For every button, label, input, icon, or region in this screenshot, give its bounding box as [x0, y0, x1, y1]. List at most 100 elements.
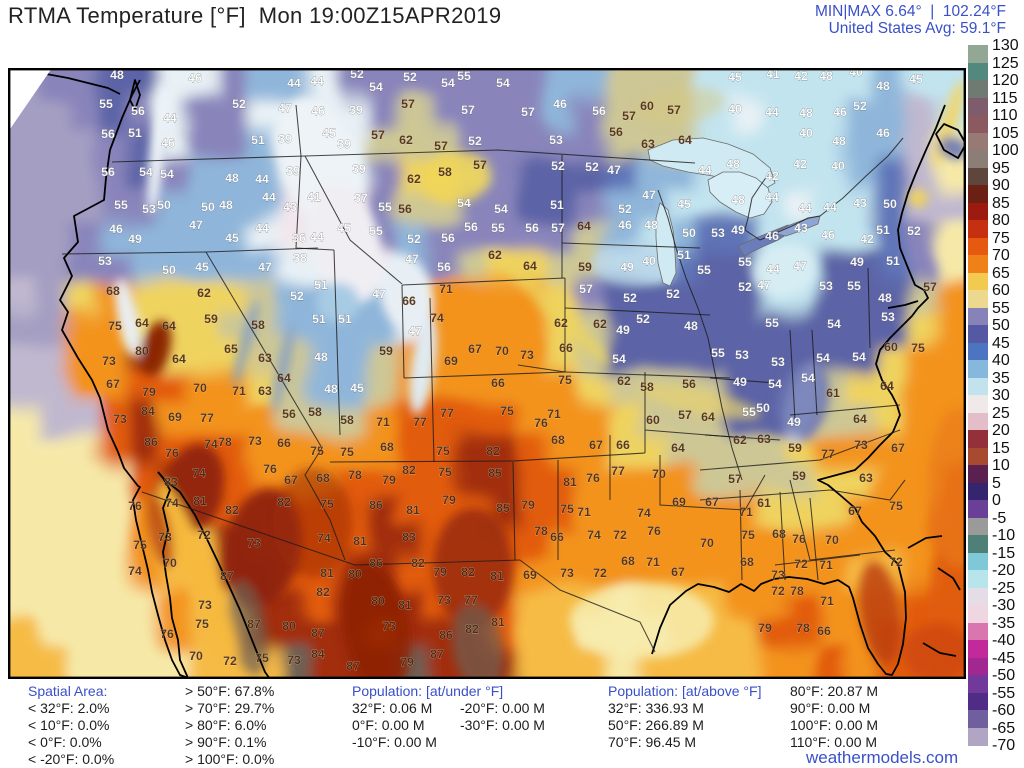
svg-text:75: 75 — [558, 373, 572, 387]
svg-text:71: 71 — [232, 384, 246, 398]
svg-text:48: 48 — [219, 198, 233, 212]
svg-text:82: 82 — [277, 495, 291, 509]
svg-text:56: 56 — [437, 260, 451, 274]
svg-text:74: 74 — [165, 496, 179, 510]
svg-text:78: 78 — [790, 584, 804, 598]
svg-text:87: 87 — [346, 659, 360, 673]
svg-text:64: 64 — [172, 352, 186, 366]
svg-text:56: 56 — [441, 231, 455, 245]
svg-text:48: 48 — [819, 69, 833, 83]
svg-text:54: 54 — [457, 196, 471, 210]
svg-text:55: 55 — [99, 97, 113, 111]
svg-text:73: 73 — [247, 536, 261, 550]
svg-text:78: 78 — [218, 435, 232, 449]
svg-text:74: 74 — [587, 528, 601, 542]
svg-text:81: 81 — [320, 566, 334, 580]
svg-text:47: 47 — [757, 278, 771, 292]
svg-text:67: 67 — [284, 473, 298, 487]
svg-text:81: 81 — [193, 494, 207, 508]
svg-text:82: 82 — [402, 463, 416, 477]
svg-text:48: 48 — [225, 171, 239, 185]
svg-text:82: 82 — [486, 444, 500, 458]
svg-text:77: 77 — [200, 411, 214, 425]
svg-text:75: 75 — [108, 319, 122, 333]
svg-text:79: 79 — [142, 385, 156, 399]
svg-text:53: 53 — [881, 310, 895, 324]
svg-text:62: 62 — [733, 433, 747, 447]
svg-text:68: 68 — [316, 471, 330, 485]
svg-text:58: 58 — [438, 165, 452, 179]
svg-text:55: 55 — [847, 279, 861, 293]
svg-text:47: 47 — [793, 259, 807, 273]
svg-text:64: 64 — [277, 371, 291, 385]
svg-text:59: 59 — [379, 344, 393, 358]
svg-text:66: 66 — [817, 624, 831, 638]
svg-text:72: 72 — [613, 528, 627, 542]
svg-text:48: 48 — [726, 157, 740, 171]
svg-text:55: 55 — [738, 255, 752, 269]
svg-text:56: 56 — [398, 202, 412, 216]
svg-text:50: 50 — [883, 197, 897, 211]
svg-text:39: 39 — [278, 132, 292, 146]
svg-text:73: 73 — [158, 530, 172, 544]
svg-text:56: 56 — [101, 165, 115, 179]
svg-text:81: 81 — [490, 569, 504, 583]
svg-text:52: 52 — [666, 287, 680, 301]
svg-text:58: 58 — [308, 405, 322, 419]
svg-text:75: 75 — [320, 497, 334, 511]
svg-text:52: 52 — [232, 97, 246, 111]
svg-text:81: 81 — [406, 503, 420, 517]
svg-text:75: 75 — [889, 499, 903, 513]
svg-text:51: 51 — [677, 248, 691, 262]
svg-text:40: 40 — [831, 159, 845, 173]
svg-text:75: 75 — [500, 404, 514, 418]
svg-text:77: 77 — [611, 464, 625, 478]
svg-text:57: 57 — [728, 472, 742, 486]
svg-text:59: 59 — [204, 312, 218, 326]
svg-text:53: 53 — [771, 355, 785, 369]
svg-text:47: 47 — [278, 101, 292, 115]
svg-text:71: 71 — [646, 555, 660, 569]
svg-text:62: 62 — [617, 374, 631, 388]
svg-text:67: 67 — [671, 565, 685, 579]
svg-text:64: 64 — [162, 319, 176, 333]
svg-text:66: 66 — [491, 376, 505, 390]
svg-text:79: 79 — [400, 655, 414, 669]
svg-text:75: 75 — [195, 617, 209, 631]
svg-text:87: 87 — [220, 569, 234, 583]
svg-text:86: 86 — [144, 435, 158, 449]
svg-text:64: 64 — [135, 316, 149, 330]
svg-text:79: 79 — [521, 498, 535, 512]
svg-text:64: 64 — [678, 133, 692, 147]
svg-text:71: 71 — [819, 558, 833, 572]
svg-text:57: 57 — [434, 139, 448, 153]
svg-text:49: 49 — [620, 260, 634, 274]
svg-text:76: 76 — [128, 499, 142, 513]
svg-text:56: 56 — [101, 127, 115, 141]
svg-text:48: 48 — [799, 106, 813, 120]
svg-text:82: 82 — [461, 565, 475, 579]
svg-text:73: 73 — [854, 438, 868, 452]
svg-text:57: 57 — [461, 103, 475, 117]
svg-text:63: 63 — [641, 137, 655, 151]
svg-text:44: 44 — [262, 190, 276, 204]
svg-text:75: 75 — [255, 651, 269, 665]
svg-text:48: 48 — [876, 79, 890, 93]
svg-text:50: 50 — [201, 200, 215, 214]
svg-text:86: 86 — [369, 556, 383, 570]
svg-text:56: 56 — [282, 407, 296, 421]
svg-text:71: 71 — [547, 407, 561, 421]
svg-text:53: 53 — [549, 133, 563, 147]
svg-text:64: 64 — [853, 412, 867, 426]
svg-text:64: 64 — [701, 410, 715, 424]
svg-text:53: 53 — [98, 254, 112, 268]
svg-text:82: 82 — [465, 622, 479, 636]
svg-text:40: 40 — [799, 126, 813, 140]
svg-text:54: 54 — [160, 167, 174, 181]
svg-text:66: 66 — [402, 294, 416, 308]
svg-text:44: 44 — [310, 230, 324, 244]
svg-text:80: 80 — [371, 594, 385, 608]
svg-text:48: 48 — [832, 134, 846, 148]
svg-text:44: 44 — [823, 200, 837, 214]
svg-text:80: 80 — [135, 344, 149, 358]
